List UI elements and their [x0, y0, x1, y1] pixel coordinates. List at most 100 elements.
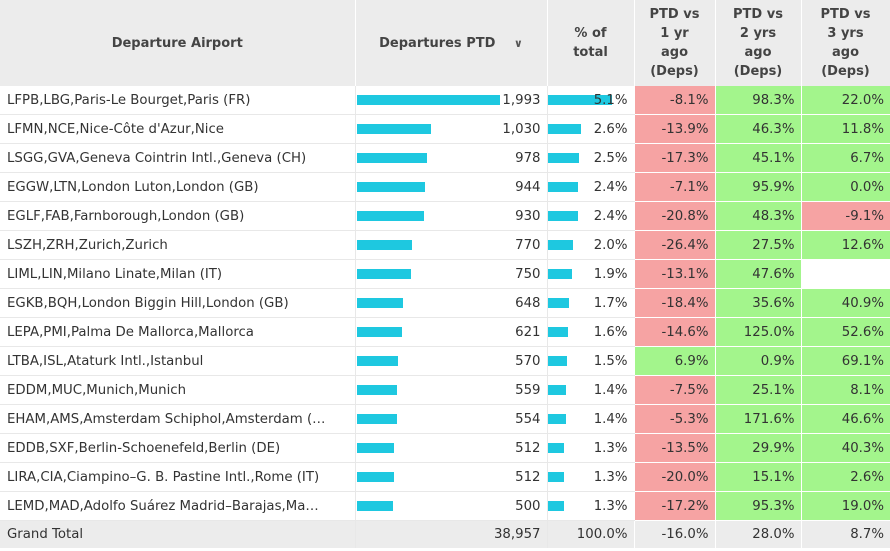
departures-value: 512 [515, 469, 541, 485]
header-departure-airport-label: Departure Airport [111, 35, 243, 51]
table-row[interactable]: LFMN,NCE,Nice-Côte d'Azur,Nice 1,030 2.6% -… [0, 114, 890, 144]
pct-total-cell: 2.0% [546, 230, 634, 260]
departures-bar [356, 211, 424, 221]
pct-total-cell: 2.4% [546, 201, 634, 231]
grand-total-label: Grand Total [0, 520, 355, 548]
departures-value: 750 [515, 266, 541, 282]
pct-total-bar [547, 124, 581, 134]
departures-bar [356, 124, 431, 134]
departures-cell: 559 [354, 375, 547, 405]
header-pct-total[interactable]: % of total [547, 0, 635, 86]
pct-total-bar [547, 298, 569, 308]
ptd-1yr-cell: -5.3% [633, 404, 715, 434]
header-ptd-3yrs-line3: ago [831, 45, 859, 60]
departures-value: 512 [515, 440, 541, 456]
pct-total-bar [547, 95, 612, 105]
pct-total-bar [547, 269, 572, 279]
pct-total-bar [547, 356, 567, 366]
departures-bar [356, 95, 500, 105]
departures-bar [356, 298, 403, 308]
table-row[interactable]: EGKB,BQH,London Biggin Hill,London (GB) 6… [0, 288, 890, 318]
table-row[interactable]: LIRA,CIA,Ciampino–G. B. Pastine Intl.,Ro… [0, 462, 890, 492]
ptd-1yr-cell: -18.4% [633, 288, 715, 318]
header-ptd-1yr-line3: ago [660, 45, 688, 60]
ptd-1yr-cell: -7.5% [633, 375, 715, 405]
pct-total-cell: 1.3% [546, 433, 634, 463]
departures-value: 559 [515, 382, 541, 398]
ptd-3yrs-cell: 22.0% [800, 86, 890, 115]
ptd-3yrs-cell: 40.3% [800, 433, 890, 463]
header-ptd-3yrs[interactable]: PTD vs 3 yrs ago (Deps) [801, 0, 890, 86]
pct-total-bar [547, 182, 578, 192]
departures-bar [356, 501, 393, 511]
ptd-1yr-cell: 6.9% [633, 346, 715, 376]
header-ptd-1yr-line1: PTD vs [649, 7, 700, 22]
chevron-down-icon[interactable]: ∨ [513, 36, 523, 50]
departures-bar [356, 240, 412, 250]
ptd-2yrs-cell: 15.1% [714, 462, 801, 492]
grand-total-ptd-2yrs: 28.0% [714, 520, 801, 548]
ptd-2yrs-cell: 47.6% [714, 259, 801, 289]
ptd-3yrs-cell: 12.6% [800, 230, 890, 260]
header-departure-airport[interactable]: Departure Airport [0, 0, 356, 86]
table-row[interactable]: EGGW,LTN,London Luton,London (GB) 944 2.4%… [0, 172, 890, 202]
departures-value: 621 [515, 324, 541, 340]
pct-total-bar [547, 472, 564, 482]
pct-total-cell: 1.7% [546, 288, 634, 318]
table-row[interactable]: LSZH,ZRH,Zurich,Zurich 770 2.0% -26.4% 27.5%… [0, 230, 890, 260]
airport-cell: EGGW,LTN,London Luton,London (GB) [0, 172, 355, 202]
header-ptd-2yrs[interactable]: PTD vs 2 yrs ago (Deps) [715, 0, 802, 86]
ptd-1yr-cell: -26.4% [633, 230, 715, 260]
pct-total-bar [547, 211, 578, 221]
airport-cell: LFPB,LBG,Paris-Le Bourget,Paris (FR) [0, 86, 355, 115]
pct-total-value: 5.1% [593, 92, 628, 108]
ptd-2yrs-cell: 95.9% [714, 172, 801, 202]
header-ptd-1yr[interactable]: PTD vs 1 yr ago (Deps) [634, 0, 716, 86]
airport-cell: LIML,LIN,Milano Linate,Milan (IT) [0, 259, 355, 289]
header-ptd-3yrs-line4: (Deps) [821, 64, 870, 79]
header-pct-total-line1: % of [574, 26, 607, 41]
table-row[interactable]: EDDB,SXF,Berlin-Schoenefeld,Berlin (DE) 5… [0, 433, 890, 463]
table-row[interactable]: LTBA,ISL,Ataturk Intl.,Istanbul 570 1.5% 6.… [0, 346, 890, 376]
pct-total-bar [547, 443, 564, 453]
ptd-3yrs-cell: 0.0% [800, 172, 890, 202]
airport-cell: LTBA,ISL,Ataturk Intl.,Istanbul [0, 346, 355, 376]
pct-total-value: 1.3% [593, 469, 628, 485]
ptd-3yrs-cell: 2.6% [800, 462, 890, 492]
pct-total-cell: 1.4% [546, 404, 634, 434]
ptd-3yrs-cell: 8.1% [800, 375, 890, 405]
table-row[interactable]: EDDM,MUC,Munich,Munich 559 1.4% -7.5% 25.1% 8… [0, 375, 890, 405]
pct-total-cell: 5.1% [546, 86, 634, 115]
departures-bar [356, 327, 402, 337]
ptd-2yrs-cell: 98.3% [714, 86, 801, 115]
departures-cell: 648 [354, 288, 547, 318]
departures-cell: 750 [354, 259, 547, 289]
grand-total-ptd-3yrs: 8.7% [800, 520, 890, 548]
header-ptd-2yrs-line1: PTD vs [733, 7, 783, 22]
departures-cell: 1,030 [354, 114, 547, 144]
airport-cell: LFMN,NCE,Nice-Côte d'Azur,Nice [0, 114, 355, 144]
departures-bar [356, 414, 397, 424]
ptd-2yrs-cell: 171.6% [714, 404, 801, 434]
ptd-1yr-cell: -17.3% [633, 143, 715, 173]
header-ptd-2yrs-line4: (Deps) [733, 64, 783, 79]
departures-value: 554 [515, 411, 541, 427]
departures-bar [356, 385, 397, 395]
pct-total-value: 2.4% [593, 179, 628, 195]
table-row[interactable]: LIML,LIN,Milano Linate,Milan (IT) 750 1.9%… [0, 259, 890, 289]
departures-bar [356, 153, 427, 163]
departures-cell: 1,993 [354, 86, 547, 115]
header-departures-ptd-label: Departures PTD [379, 35, 496, 51]
table-row[interactable]: EGLF,FAB,Farnborough,London (GB) 930 2.4% -… [0, 201, 890, 231]
ptd-1yr-cell: -20.0% [633, 462, 715, 492]
table-row[interactable]: LFPB,LBG,Paris-Le Bourget,Paris (FR) 1,99… [0, 86, 890, 115]
header-departures-ptd[interactable]: Departures PTD ∨ [355, 0, 548, 86]
table-row[interactable]: LEPA,PMI,Palma De Mallorca,Mallorca 621 1.… [0, 317, 890, 347]
ptd-2yrs-cell: 29.9% [714, 433, 801, 463]
table-row[interactable]: LEMD,MAD,Adolfo Suárez Madrid–Barajas,Ma… [0, 491, 890, 521]
ptd-3yrs-cell: 11.8% [800, 114, 890, 144]
ptd-1yr-cell: -17.2% [633, 491, 715, 521]
table-row[interactable]: EHAM,AMS,Amsterdam Schiphol,Amsterdam (…… [0, 404, 890, 434]
table-row[interactable]: LSGG,GVA,Geneva Cointrin Intl.,Geneva (C… [0, 143, 890, 173]
pct-total-value: 2.4% [593, 208, 628, 224]
